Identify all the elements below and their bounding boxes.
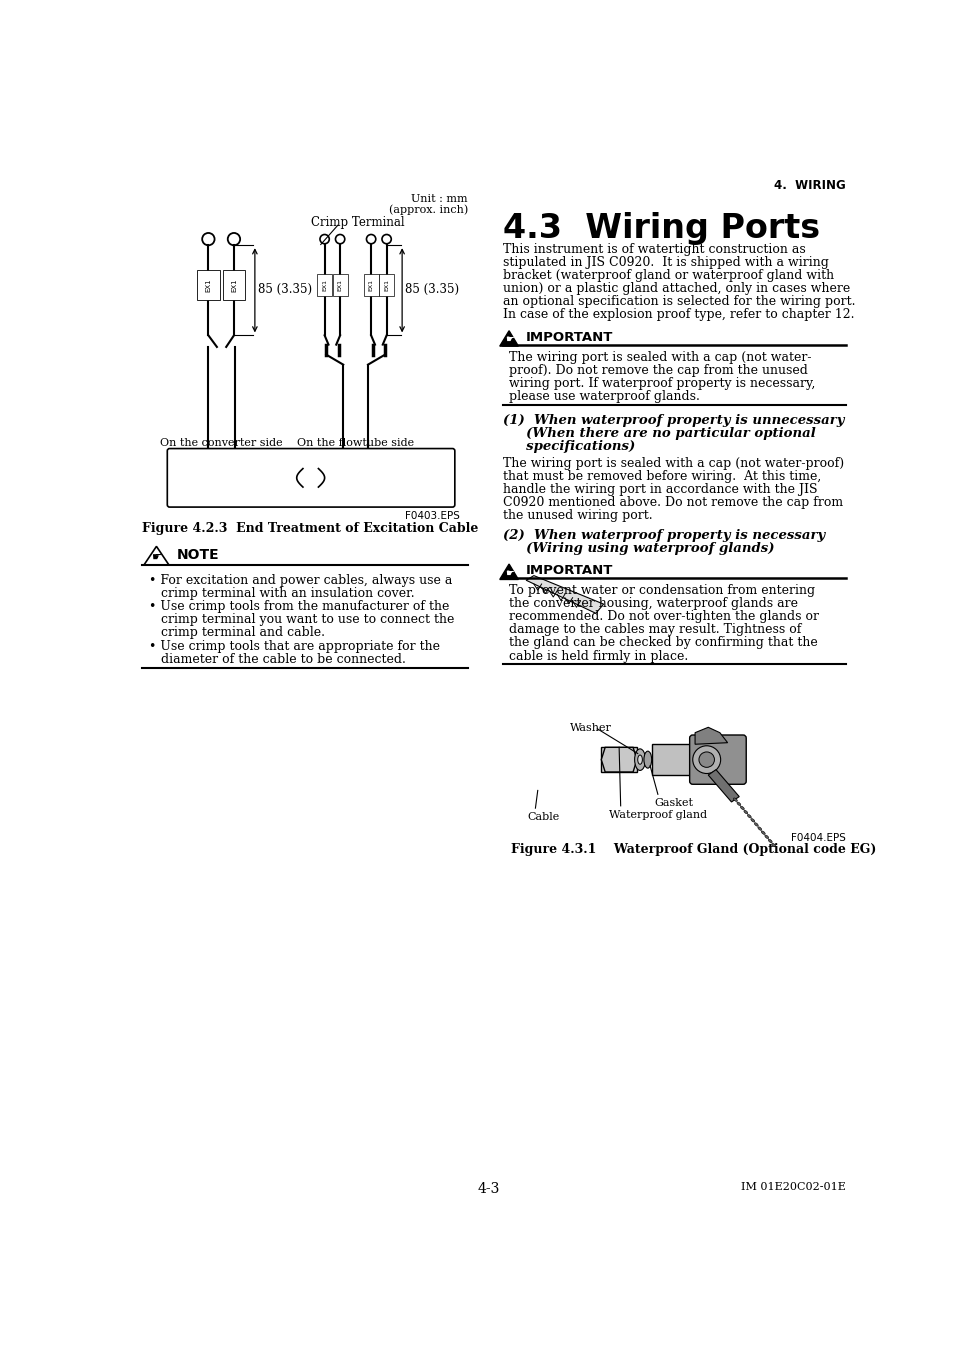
FancyBboxPatch shape [689, 735, 745, 785]
Ellipse shape [637, 755, 641, 765]
Text: bracket (waterproof gland or waterproof gland with: bracket (waterproof gland or waterproof … [502, 269, 833, 282]
Text: On the converter side: On the converter side [160, 438, 283, 447]
Circle shape [692, 746, 720, 774]
Text: the converter housing, waterproof glands are: the converter housing, waterproof glands… [509, 597, 798, 611]
Text: • For excitation and power cables, always use a: • For excitation and power cables, alway… [149, 574, 452, 588]
Text: In case of the explosion proof type, refer to chapter 12.: In case of the explosion proof type, ref… [502, 308, 854, 322]
Text: that must be removed before wiring.  At this time,: that must be removed before wiring. At t… [502, 470, 821, 484]
Ellipse shape [750, 819, 754, 821]
Bar [600, 747, 637, 771]
Ellipse shape [757, 827, 760, 831]
Text: the unused wiring port.: the unused wiring port. [502, 509, 652, 523]
Text: Cable: Cable [527, 812, 559, 821]
Polygon shape [600, 747, 637, 771]
Text: specifications): specifications) [502, 440, 635, 453]
Text: recommended. Do not over-tighten the glands or: recommended. Do not over-tighten the gla… [509, 611, 819, 623]
Polygon shape [707, 770, 739, 802]
Ellipse shape [740, 807, 743, 809]
Text: diameter of the cable to be connected.: diameter of the cable to be connected. [149, 653, 405, 666]
Text: F0403.EPS: F0403.EPS [405, 511, 459, 521]
Text: EX1: EX1 [205, 278, 212, 292]
Text: • Use crimp tools that are appropriate for the: • Use crimp tools that are appropriate f… [149, 639, 439, 653]
Text: (Wiring using waterproof glands): (Wiring using waterproof glands) [502, 542, 774, 555]
Text: The wiring port is sealed with a cap (not water-: The wiring port is sealed with a cap (no… [509, 351, 811, 363]
Text: • Use crimp tools from the manufacturer of the: • Use crimp tools from the manufacturer … [149, 600, 449, 613]
Text: IM 01E20C02-01E: IM 01E20C02-01E [740, 1182, 845, 1193]
Text: crimp terminal and cable.: crimp terminal and cable. [149, 627, 324, 639]
Ellipse shape [760, 831, 764, 835]
Ellipse shape [643, 751, 651, 769]
Ellipse shape [743, 811, 747, 813]
Ellipse shape [634, 748, 645, 770]
Text: damage to the cables may result. Tightness of: damage to the cables may result. Tightne… [509, 623, 801, 636]
Text: Unit : mm: Unit : mm [411, 195, 468, 204]
Text: (2)  When waterproof property is necessary: (2) When waterproof property is necessar… [502, 528, 824, 542]
Text: ☛: ☛ [152, 553, 161, 562]
Text: NOTE: NOTE [176, 549, 219, 562]
Text: The wiring port is sealed with a cap (not water-proof): The wiring port is sealed with a cap (no… [502, 457, 843, 470]
Ellipse shape [771, 843, 775, 847]
Text: an optional specification is selected for the wiring port.: an optional specification is selected fo… [502, 296, 855, 308]
Text: 85 (3.35): 85 (3.35) [405, 284, 458, 296]
Text: (When there are no particular optional: (When there are no particular optional [502, 427, 815, 440]
Text: IMPORTANT: IMPORTANT [525, 331, 613, 343]
Text: proof). Do not remove the cap from the unused: proof). Do not remove the cap from the u… [509, 363, 807, 377]
Polygon shape [695, 727, 727, 744]
Text: 85 (3.35): 85 (3.35) [257, 284, 312, 296]
Polygon shape [499, 565, 517, 580]
Text: Figure 4.3.1    Waterproof Gland (Optional code EG): Figure 4.3.1 Waterproof Gland (Optional … [510, 843, 875, 855]
Text: (approx. inch): (approx. inch) [388, 204, 468, 215]
Text: Figure 4.2.3  End Treatment of Excitation Cable: Figure 4.2.3 End Treatment of Excitation… [142, 521, 478, 535]
Text: EX1: EX1 [231, 278, 236, 292]
Text: EX1: EX1 [384, 280, 389, 292]
Text: the gland can be checked by confirming that the: the gland can be checked by confirming t… [509, 636, 817, 650]
Text: To prevent water or condensation from entering: To prevent water or condensation from en… [509, 584, 815, 597]
Ellipse shape [746, 815, 750, 817]
Text: C0920 mentioned above. Do not remove the cap from: C0920 mentioned above. Do not remove the… [502, 496, 842, 509]
Text: 4-3: 4-3 [477, 1182, 499, 1197]
Circle shape [699, 753, 714, 767]
Text: ☛: ☛ [504, 567, 513, 577]
Text: cable is held firmly in place.: cable is held firmly in place. [509, 650, 688, 662]
Text: stipulated in JIS C0920.  It is shipped with a wiring: stipulated in JIS C0920. It is shipped w… [502, 257, 828, 269]
Text: 4.3  Wiring Ports: 4.3 Wiring Ports [502, 212, 820, 245]
Text: EX1: EX1 [322, 280, 327, 292]
Text: On the flowtube side: On the flowtube side [296, 438, 414, 447]
Text: EX1: EX1 [337, 280, 342, 292]
Text: F0404.EPS: F0404.EPS [790, 832, 845, 843]
Ellipse shape [754, 823, 758, 827]
Polygon shape [499, 331, 517, 346]
Text: Waterproof gland: Waterproof gland [608, 809, 706, 820]
Text: handle the wiring port in accordance with the JIS: handle the wiring port in accordance wit… [502, 484, 817, 496]
Text: IMPORTANT: IMPORTANT [525, 565, 613, 577]
Text: crimp terminal you want to use to connect the: crimp terminal you want to use to connec… [149, 613, 454, 627]
Text: ☛: ☛ [504, 334, 513, 345]
Ellipse shape [764, 835, 768, 839]
Ellipse shape [733, 798, 737, 801]
Text: crimp terminal with an insulation cover.: crimp terminal with an insulation cover. [149, 588, 414, 600]
FancyBboxPatch shape [167, 449, 455, 507]
Ellipse shape [767, 839, 771, 843]
Text: This instrument is of watertight construction as: This instrument is of watertight constru… [502, 243, 804, 255]
Text: please use waterproof glands.: please use waterproof glands. [509, 390, 700, 403]
Text: EX1: EX1 [368, 280, 374, 292]
Text: Washer: Washer [570, 723, 612, 732]
Polygon shape [525, 576, 603, 613]
Bar [208, 347, 235, 447]
Text: Crimp Terminal: Crimp Terminal [311, 216, 405, 230]
Bar [652, 744, 707, 775]
Ellipse shape [736, 802, 740, 805]
Text: wiring port. If waterproof property is necessary,: wiring port. If waterproof property is n… [509, 377, 815, 390]
Text: (1)  When waterproof property is unnecessary: (1) When waterproof property is unnecess… [502, 413, 843, 427]
Text: union) or a plastic gland attached, only in cases where: union) or a plastic gland attached, only… [502, 282, 849, 296]
Text: Gasket: Gasket [654, 798, 692, 808]
Text: 4.  WIRING: 4. WIRING [774, 180, 845, 192]
